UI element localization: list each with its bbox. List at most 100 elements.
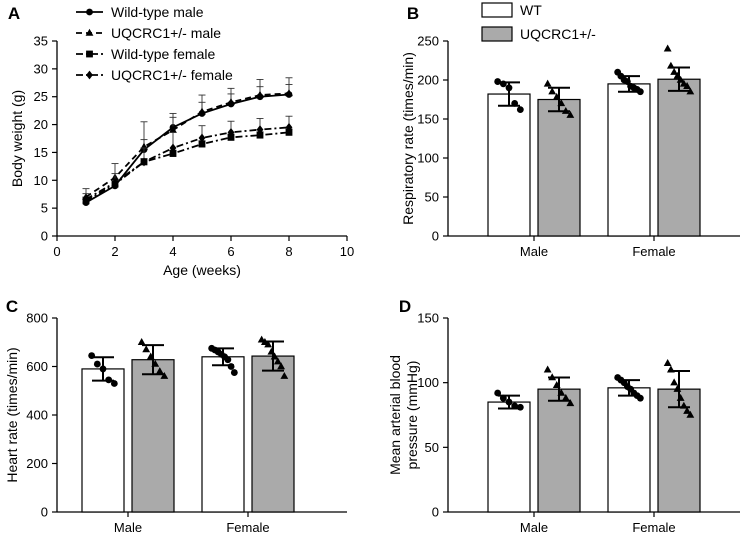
data-point (516, 403, 524, 411)
y-axis-label: Respiratory rate (times/min) (400, 52, 416, 225)
series-line (85, 93, 290, 204)
x-tick-label: 10 (340, 244, 354, 259)
bar-group (537, 365, 581, 513)
x-tick-label: Female (632, 244, 675, 259)
bar-group (657, 44, 701, 237)
series-line (85, 131, 290, 202)
bar-group (81, 352, 125, 513)
bar-group (487, 389, 531, 513)
y-tick-label: 50 (425, 440, 439, 455)
legend-swatch (481, 26, 513, 42)
bar (537, 388, 581, 513)
data-point (169, 150, 177, 157)
bar-group (537, 79, 581, 237)
y-axis-label: pressure (mmHg) (404, 361, 420, 470)
data-point (548, 87, 557, 95)
data-point (227, 98, 235, 106)
data-point (198, 133, 206, 143)
data-point (273, 357, 282, 365)
panel-d: D 0 50 100 150 Male Female Mean arterial blood p… (387, 297, 740, 535)
bar-group (131, 338, 175, 513)
x-tick-label: Female (226, 520, 269, 535)
y-tick-label: 25 (34, 89, 48, 104)
legend-label: Wild-type male (111, 4, 204, 20)
bar-group (657, 359, 701, 513)
data-point (543, 79, 552, 87)
data-point (169, 143, 177, 153)
x-tick-label: 8 (285, 244, 292, 259)
series-1 (82, 84, 293, 206)
x-tick-label: 6 (227, 244, 234, 259)
data-point (224, 356, 232, 364)
bar (487, 93, 531, 237)
data-point (256, 125, 264, 135)
legend-entry: UQCRC1+/- female (76, 67, 233, 83)
data-point (230, 369, 238, 376)
legend-label: WT (520, 2, 542, 18)
panel-label: B (407, 4, 419, 23)
bar (607, 83, 651, 237)
data-point (670, 67, 679, 75)
data-point (93, 360, 101, 368)
data-point (663, 359, 672, 366)
data-point (198, 140, 206, 148)
bar-group (607, 374, 651, 513)
panel-c: C 0 200 400 600 800 Male Female Heart rate (time… (4, 297, 347, 535)
legend-marker (86, 50, 93, 58)
y-tick-label: 150 (417, 311, 439, 326)
data-point (227, 363, 235, 370)
legend-label: UQCRC1+/- female (111, 67, 233, 83)
data-point (110, 380, 118, 387)
series-3 (82, 128, 293, 205)
data-point (566, 399, 575, 407)
bar (657, 388, 701, 513)
y-tick-label: 150 (417, 112, 439, 127)
x-tick-label: 4 (169, 244, 176, 259)
legend-entry: UQCRC1+/- (481, 26, 596, 42)
x-tick-label: Female (632, 520, 675, 535)
y-axis-label: Mean arterial blood (387, 355, 403, 475)
x-axis-label: Age (weeks) (163, 262, 241, 278)
y-tick-label: 200 (26, 456, 48, 471)
data-point (670, 378, 679, 386)
panel-a: A 0 5 10 15 20 25 30 35 0 2 4 6 8 10 Age (weeks) Body we… (8, 4, 354, 278)
data-point (256, 90, 264, 98)
bar (81, 368, 125, 513)
y-tick-label: 10 (34, 173, 48, 188)
x-tick-label: Male (520, 244, 548, 259)
y-axis-label: Body weight (g) (9, 90, 25, 187)
data-point (516, 106, 524, 114)
data-point (155, 367, 164, 375)
data-point (663, 44, 672, 52)
legend-marker (86, 70, 93, 80)
data-point (137, 338, 146, 345)
legend-marker (85, 28, 94, 36)
data-point (256, 131, 264, 139)
legend-label: Wild-type female (111, 46, 215, 62)
data-point (111, 178, 119, 187)
panel-b: B 0 50 100 150 200 250 Male Female Respiratory ra… (400, 2, 740, 259)
series-line (85, 126, 290, 201)
x-tick-label: Male (114, 520, 142, 535)
legend-label: UQCRC1+/- (520, 26, 596, 42)
panel-label: C (6, 297, 18, 316)
data-point (160, 371, 169, 379)
data-point (566, 110, 575, 118)
data-point (227, 133, 235, 141)
y-tick-label: 0 (432, 229, 439, 244)
bar-group (201, 344, 245, 513)
series-line (85, 92, 290, 198)
data-point (561, 393, 570, 401)
y-tick-label: 15 (34, 145, 48, 160)
data-point (285, 89, 293, 97)
legend-entry: Wild-type female (76, 46, 215, 62)
y-tick-label: 30 (34, 61, 48, 76)
y-tick-label: 400 (26, 408, 48, 423)
data-point (140, 157, 148, 167)
x-tick-label: 2 (111, 244, 118, 259)
bar (201, 356, 245, 513)
y-tick-label: 0 (432, 505, 439, 520)
data-point (673, 384, 682, 392)
data-point (683, 406, 692, 414)
bar (657, 78, 701, 237)
